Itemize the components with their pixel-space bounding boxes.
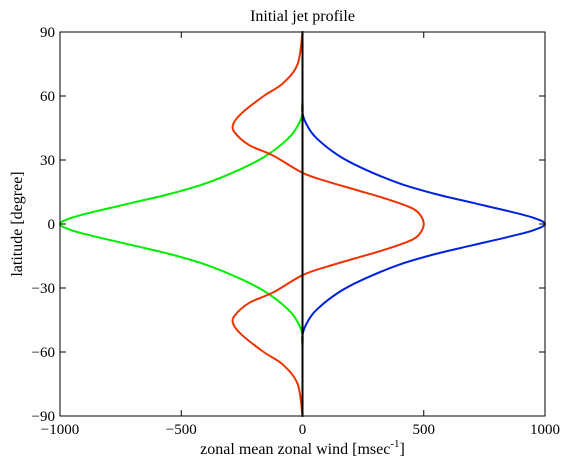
ticks-layer (59, 31, 546, 417)
x-tick-label: 500 (413, 422, 436, 438)
series-line-3 (231, 31, 425, 417)
y-tick-label: 30 (40, 153, 55, 169)
x-axis-label-main: zonal mean zonal wind [msec (200, 441, 390, 458)
x-tick-label: −1000 (41, 422, 79, 438)
y-tick-label: −60 (32, 345, 55, 361)
x-axis-label-suffix: ] (400, 441, 405, 458)
x-axis-label: zonal mean zonal wind [msec-1] (200, 438, 405, 458)
series-layer (59, 31, 546, 417)
y-tick-label: 60 (40, 89, 55, 105)
y-axis-label: latitude [degree] (9, 171, 26, 276)
y-tick-label: −90 (32, 409, 55, 425)
x-tick-label: 1000 (530, 422, 560, 438)
series-line-2 (59, 31, 304, 417)
y-tick-label: −30 (32, 281, 55, 297)
x-tick-label: 0 (299, 422, 307, 438)
x-tick-label: −500 (166, 422, 197, 438)
tick-labels-layer: −1000 −500 0 500 1000 90 60 30 0 −30 −60 −90 (32, 25, 560, 438)
x-axis-label-superscript: -1 (390, 438, 399, 450)
y-tick-label: 90 (40, 25, 55, 41)
y-tick-label: 0 (48, 217, 56, 233)
chart-title: Initial jet profile (250, 8, 355, 25)
